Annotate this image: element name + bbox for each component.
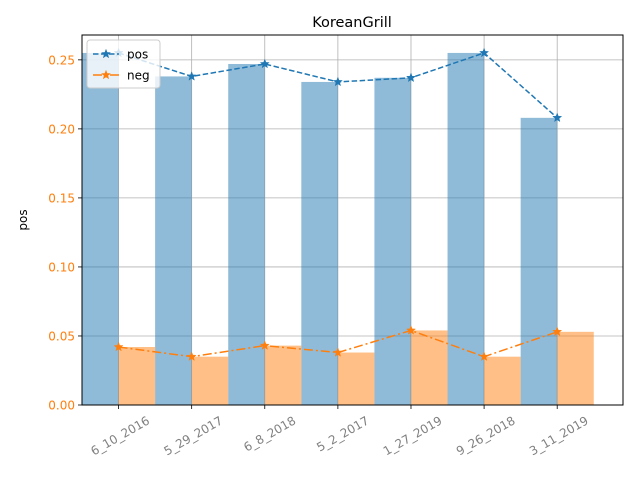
bar-pos <box>520 117 558 406</box>
bars-group <box>82 52 594 406</box>
legend-marker-pos <box>100 48 112 59</box>
bar-neg <box>337 352 375 405</box>
y-axis: 0.00 0.05 0.10 0.15 0.20 0.25 <box>48 53 82 413</box>
y-axis-label: pos <box>16 209 30 230</box>
point-neg <box>113 341 124 352</box>
point-pos <box>405 72 417 83</box>
bar-pos <box>228 63 265 405</box>
bar-neg <box>264 345 302 405</box>
y-tick-label: 0.25 <box>48 53 75 67</box>
point-pos <box>552 112 563 123</box>
bar-pos <box>447 52 485 406</box>
point-neg <box>552 326 563 337</box>
point-pos <box>332 76 343 87</box>
point-pos <box>259 58 270 69</box>
plot-frame <box>81 34 624 406</box>
bar-pos <box>155 76 192 405</box>
bar-pos <box>301 81 338 405</box>
legend-marker-neg <box>100 69 112 80</box>
y-tick-label: 0.15 <box>48 191 75 205</box>
y-tick-label: 0.20 <box>48 122 75 136</box>
bar-pos <box>374 77 411 405</box>
point-neg <box>332 347 343 357</box>
point-pos <box>479 47 490 58</box>
bar-neg <box>557 331 594 405</box>
bar-neg <box>484 356 521 405</box>
point-neg <box>405 325 417 335</box>
bar-pos <box>82 52 119 406</box>
bar-neg <box>191 356 229 405</box>
point-pos <box>186 71 197 81</box>
legend-label-pos: pos <box>127 48 148 62</box>
y-tick-label: 0.10 <box>48 260 75 274</box>
bar-neg <box>410 330 448 405</box>
legend: pos neg <box>86 39 161 89</box>
bar-neg <box>118 347 156 405</box>
point-neg <box>259 340 270 350</box>
point-neg <box>479 351 490 361</box>
point-neg <box>186 351 197 361</box>
legend-label-neg: neg <box>127 69 150 83</box>
y-tick-label: 0.00 <box>48 399 75 413</box>
chart-title: KoreanGrill <box>312 15 392 31</box>
y-tick-label: 0.05 <box>48 329 75 343</box>
